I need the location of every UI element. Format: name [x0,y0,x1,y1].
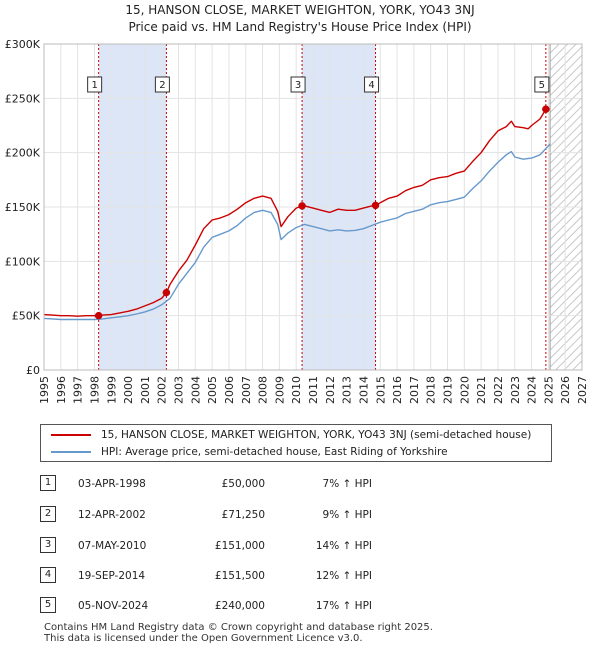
sale-number-badge: 5 [40,597,56,613]
sale-hpi-change: 9% ↑ HPI [322,509,372,521]
x-tick-label: 2001 [139,376,152,404]
x-tick-label: 2022 [492,376,505,404]
table-row: 3 07-MAY-2010 £151,000 14% ↑ HPI [40,536,580,556]
chart-legend: 15, HANSON CLOSE, MARKET WEIGHTON, YORK,… [40,424,552,462]
sale-number-badge: 4 [40,567,56,583]
x-tick-label: 2016 [391,376,404,404]
x-tick-label: 2000 [122,376,135,404]
x-tick-label: 2027 [576,376,589,404]
sale-point [371,201,380,210]
sale-date: 07-MAY-2010 [78,540,147,552]
x-tick-label: 1998 [88,376,101,404]
legend-hpi-label: HPI: Average price, semi-detached house,… [101,446,448,458]
x-tick-label: 2004 [189,376,202,404]
x-tick-label: 2006 [223,376,236,404]
y-tick-label: £200K [5,147,41,160]
table-row: 1 03-APR-1998 £50,000 7% ↑ HPI [40,474,580,494]
footer-copyright: Contains HM Land Registry data © Crown c… [44,622,433,633]
table-row: 5 05-NOV-2024 £240,000 17% ↑ HPI [40,596,580,616]
x-tick-label: 2019 [442,376,455,404]
y-tick-label: £300K [5,38,41,51]
sale-price: £151,500 [214,570,265,582]
x-tick-label: 2013 [341,376,354,404]
x-tick-label: 1996 [55,376,68,404]
sale-number-badge: 3 [40,537,56,553]
sale-date: 12-APR-2002 [78,509,146,521]
y-tick-label: £150K [5,201,41,214]
sale-number-box [290,76,306,93]
sale-price: £151,000 [214,540,265,552]
y-tick-label: £0 [26,364,40,377]
price-chart: £0 £50K £100K £150K £200K £250K £300K 1995 1996 1… [5,38,589,404]
x-tick-label: 2007 [240,376,253,404]
sale-number-box [534,76,550,93]
x-tick-label: 1995 [38,376,51,404]
sale-date: 05-NOV-2024 [78,600,149,612]
chart-subtitle: Price paid vs. HM Land Registry's House … [128,20,472,34]
sale-number-label: 4 [368,80,374,91]
legend-price-swatch [51,434,91,436]
sale-number-label: 1 [91,80,97,91]
x-tick-label: 2010 [290,376,303,404]
sale-number-box [154,76,170,93]
sale-point [94,311,103,320]
sale-hpi-change: 17% ↑ HPI [315,600,372,612]
x-tick-label: 2015 [374,376,387,404]
sale-number-label: 3 [295,80,301,91]
x-tick-label: 2003 [173,376,186,404]
sale-hpi-change: 7% ↑ HPI [322,478,372,490]
x-tick-label: 2020 [458,376,471,404]
sale-number-label: 2 [159,80,165,91]
sale-hpi-change: 14% ↑ HPI [315,540,372,552]
x-tick-label: 2025 [542,376,555,404]
x-tick-label: 2005 [206,376,219,404]
sale-point [298,202,306,210]
sale-number-label: 5 [539,80,545,91]
y-tick-label: £250K [5,92,41,105]
x-tick-label: 2008 [257,376,270,404]
x-tick-label: 2017 [408,376,421,404]
y-tick-label: £100K [5,255,41,268]
x-tick-label: 2012 [324,376,337,404]
footer-licence: This data is licensed under the Open Gov… [44,633,363,644]
legend-price-label: 15, HANSON CLOSE, MARKET WEIGHTON, YORK,… [101,429,532,441]
table-row: 2 12-APR-2002 £71,250 9% ↑ HPI [40,505,580,525]
x-tick-label: 2024 [526,376,539,404]
sale-price: £71,250 [221,509,265,521]
x-tick-label: 2018 [425,376,438,404]
x-tick-label: 2011 [307,376,320,404]
sale-price: £240,000 [214,600,265,612]
sale-number-box [364,76,380,93]
x-tick-label: 2026 [559,376,572,404]
plot-frame [43,43,583,371]
sale-number-badge: 1 [40,475,56,491]
chart-title: 15, HANSON CLOSE, MARKET WEIGHTON, YORK,… [125,3,475,17]
x-tick-label: 2014 [357,376,370,404]
sale-date: 19-SEP-2014 [78,570,146,582]
sale-number-badge: 2 [40,506,56,522]
x-tick-label: 2023 [509,376,522,404]
x-tick-label: 2021 [475,376,488,404]
legend-item-hpi: HPI: Average price, semi-detached house,… [51,444,448,460]
sale-hpi-change: 12% ↑ HPI [315,570,372,582]
x-tick-label: 1999 [105,376,118,404]
y-tick-label: £50K [12,310,41,323]
hpi-line [43,143,551,321]
legend-hpi-swatch [51,451,91,453]
legend-item-price: 15, HANSON CLOSE, MARKET WEIGHTON, YORK,… [51,427,531,443]
sale-point [162,288,171,297]
sale-price: £50,000 [221,478,265,490]
x-tick-label: 2002 [156,376,169,404]
sale-number-box [87,76,103,93]
x-tick-label: 1997 [72,376,85,404]
sale-point [542,105,550,113]
x-tick-label: 2009 [273,376,286,404]
table-row: 4 19-SEP-2014 £151,500 12% ↑ HPI [40,566,580,586]
sale-date: 03-APR-1998 [78,478,146,490]
